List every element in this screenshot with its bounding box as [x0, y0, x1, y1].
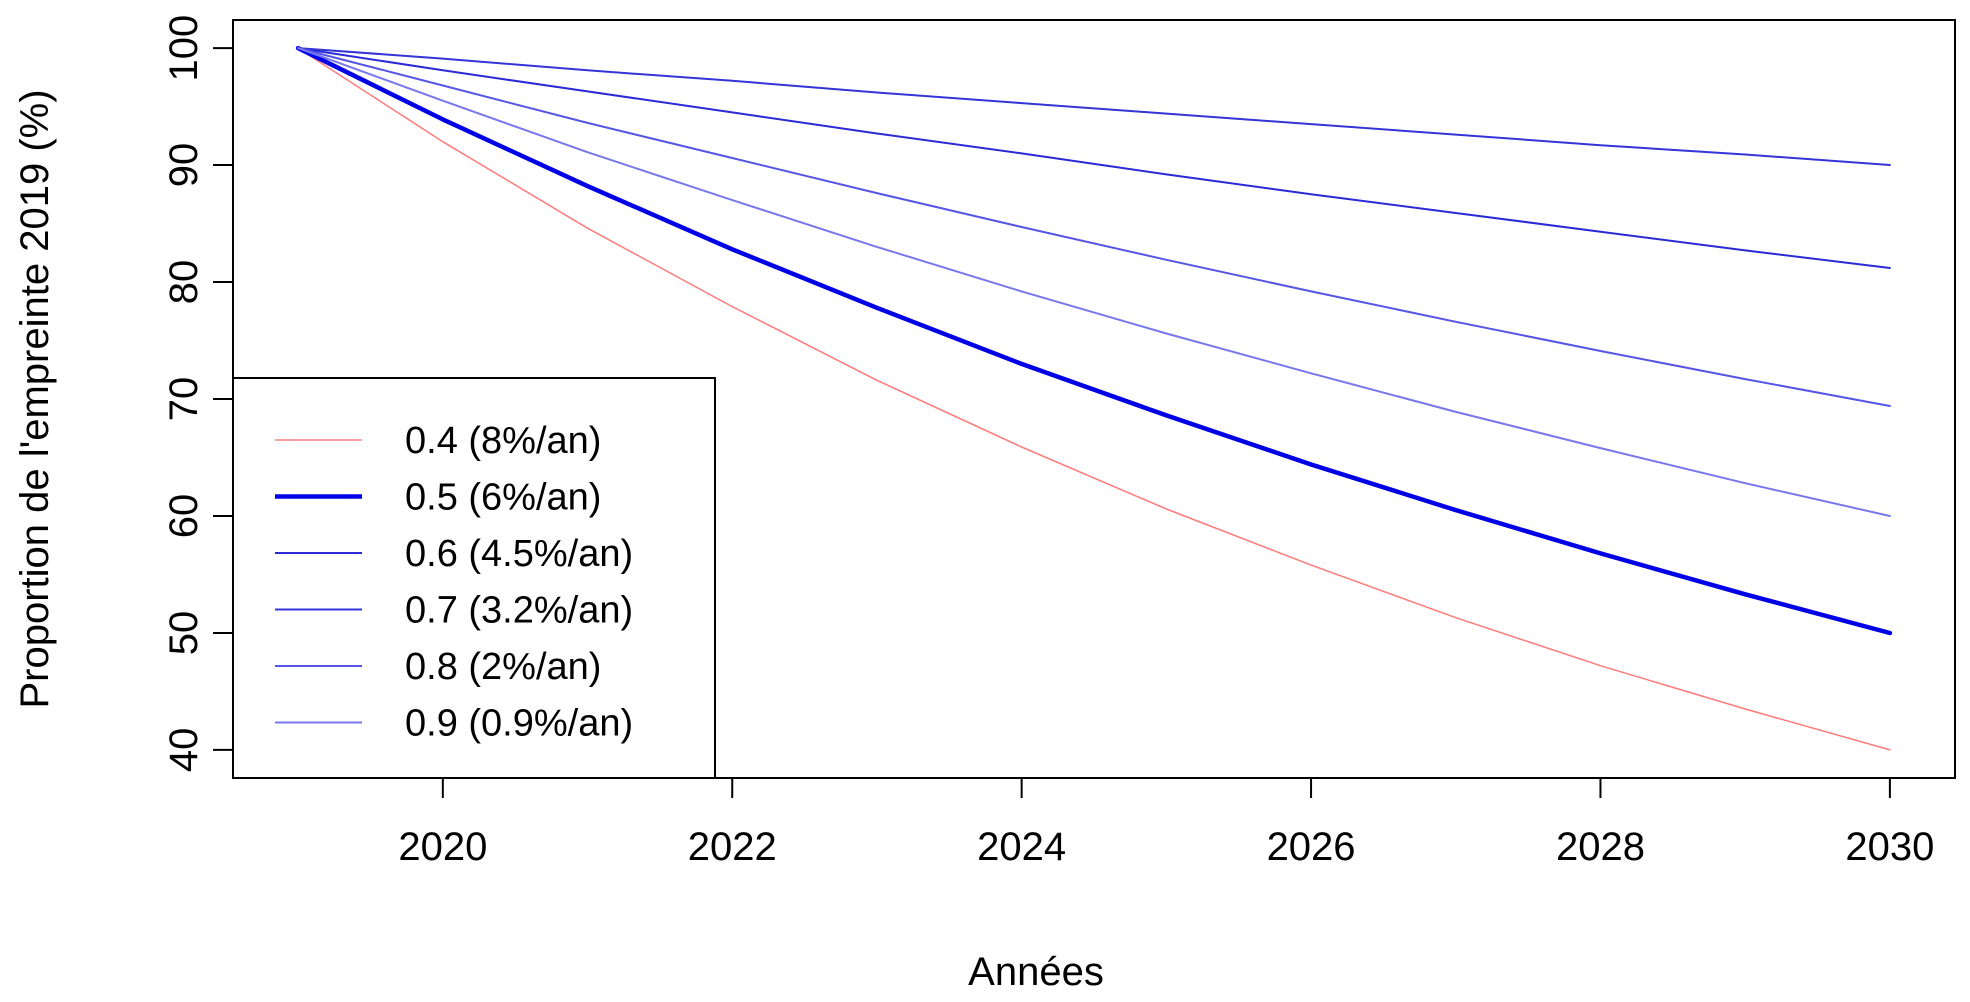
y-tick-label-4: 80: [162, 260, 206, 305]
legend-label-0: 0.4 (8%/an): [405, 420, 601, 462]
series-line-1: [295, 45, 1893, 636]
legend-label-5: 0.9 (0.9%/an): [405, 703, 633, 745]
legend-label-3: 0.7 (3.2%/an): [405, 590, 633, 632]
y-tick-label-1: 50: [162, 611, 206, 656]
y-axis-title: Proportion de l'empreinte 2019 (%): [13, 89, 57, 708]
series-line-2: [297, 47, 1891, 269]
x-tick-label-2: 2024: [977, 825, 1066, 869]
legend-label-4: 0.8 (2%/an): [405, 646, 601, 688]
legend-label-2: 0.6 (4.5%/an): [405, 533, 633, 575]
x-tick-label-3: 2026: [1267, 825, 1356, 869]
legend-label-1: 0.5 (6%/an): [405, 477, 601, 519]
series-line-5: [297, 47, 1891, 517]
legend-box: [232, 377, 716, 779]
y-tick-label-6: 100: [162, 15, 206, 82]
plot-lines: [295, 45, 1893, 751]
x-tick-label-1: 2022: [688, 825, 777, 869]
y-tick-label-2: 60: [162, 494, 206, 539]
x-axis-title: Années: [968, 950, 1104, 994]
x-tick-label-0: 2020: [398, 825, 487, 869]
y-tick-label-0: 40: [162, 728, 206, 773]
x-tick-label-4: 2028: [1556, 825, 1645, 869]
y-axis: 40 50 60 70 80 90 100: [162, 15, 233, 772]
y-tick-label-3: 70: [162, 377, 206, 422]
x-tick-label-5: 2030: [1845, 825, 1934, 869]
series-line-3: [297, 47, 1891, 166]
series-line-0: [297, 47, 1891, 751]
x-axis: 2020 2022 2024 2026 2028 2030: [398, 778, 1934, 869]
y-tick-label-5: 90: [162, 143, 206, 188]
series-line-4: [297, 47, 1891, 407]
legend: 0.4 (8%/an) 0.5 (6%/an) 0.6 (4.5%/an) 0.7 (…: [232, 377, 716, 779]
